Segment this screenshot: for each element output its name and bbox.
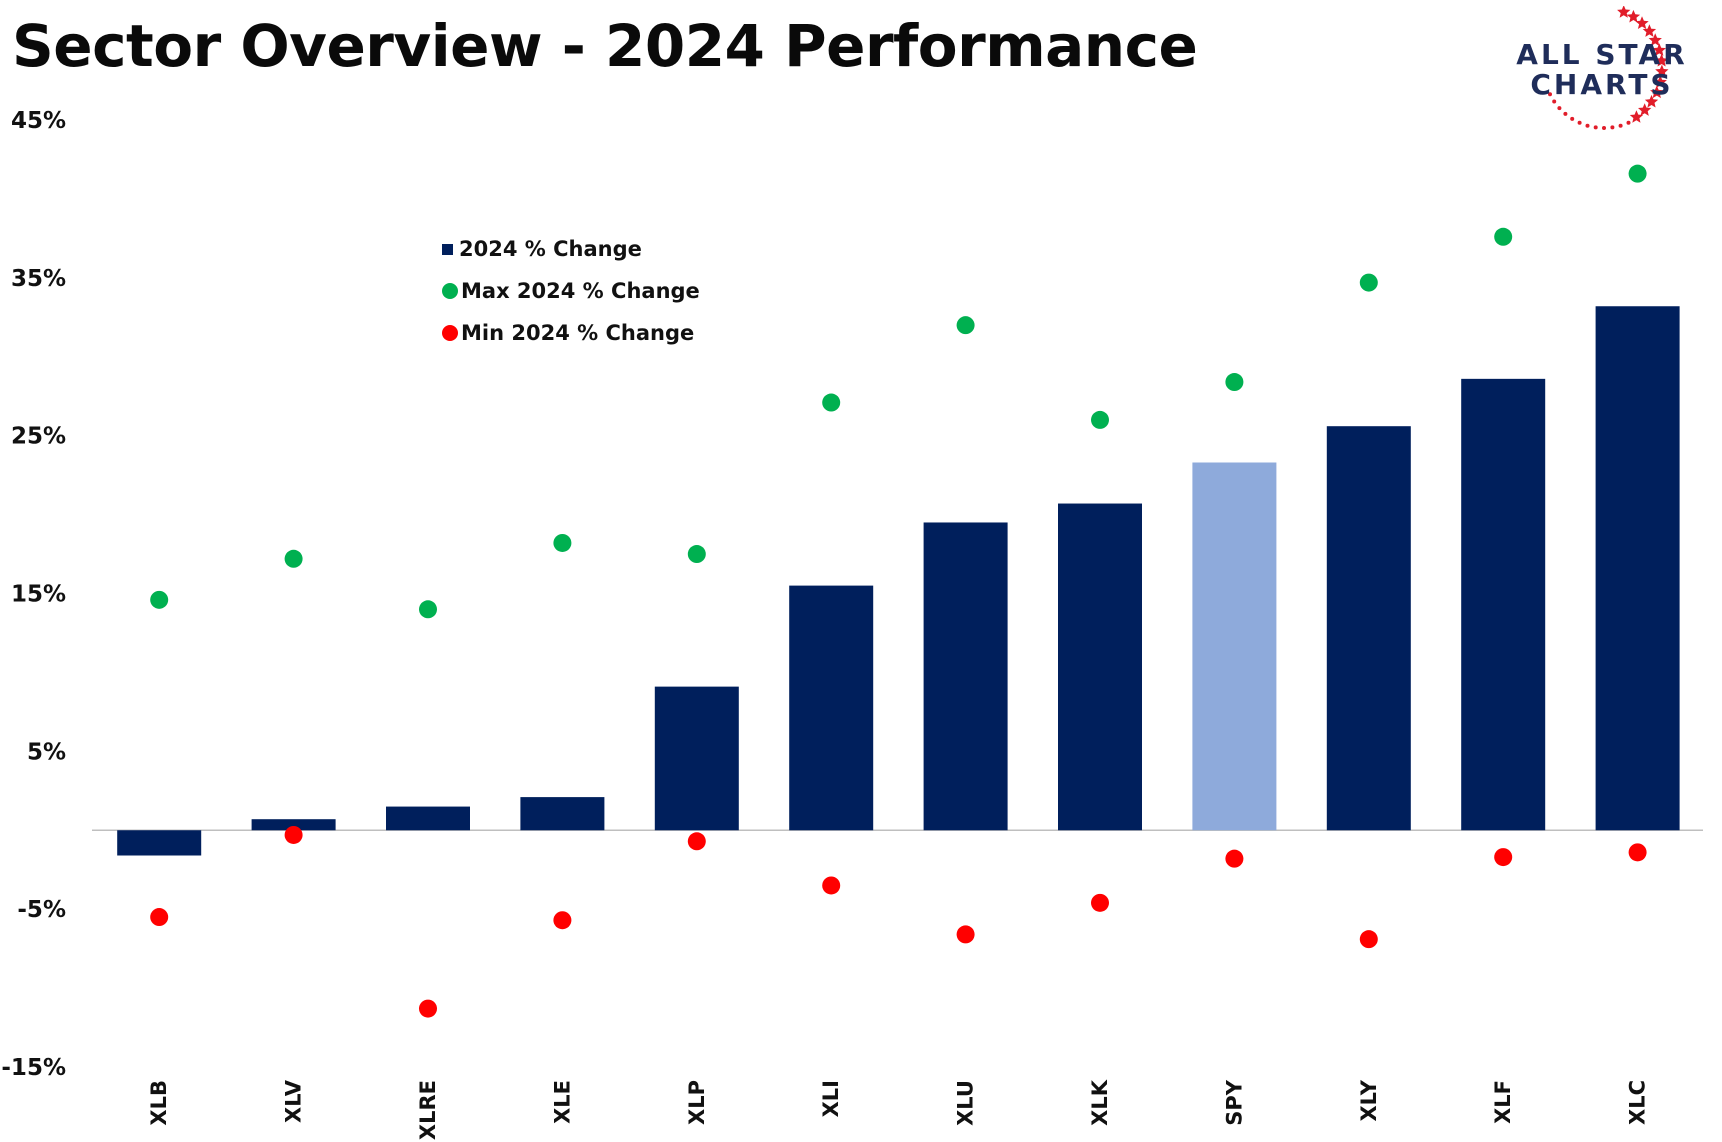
y-tick-label: -5%: [17, 897, 66, 923]
max-point-xlu: [956, 316, 975, 335]
legend-label: 2024 % Change: [459, 237, 642, 261]
min-point-xlre: [419, 999, 437, 1018]
x-tick-label: XLY: [1357, 1079, 1381, 1121]
min-point-xlf: [1494, 848, 1513, 867]
logo-star-icon: [1654, 53, 1669, 67]
logo-dot-icon: [1557, 106, 1562, 111]
legend-item-max: Max 2024 % Change: [442, 270, 700, 312]
min-point-xlk: [1091, 893, 1109, 912]
logo-star-icon: [1642, 24, 1657, 37]
logo-star-icon: [1648, 33, 1662, 46]
logo-dot-icon: [1618, 123, 1623, 128]
logo-dot-icon: [1593, 125, 1598, 130]
min-point-xly: [1359, 930, 1378, 949]
y-tick-label: 45%: [11, 108, 66, 134]
bar-xlb: [117, 830, 202, 856]
brand-logo: ALL STAR CHARTS: [1490, 5, 1722, 136]
x-tick-label: SPY: [1222, 1079, 1246, 1126]
logo-dot-icon: [1552, 99, 1557, 104]
min-point-spy: [1225, 849, 1244, 868]
logo-dot-icon: [1626, 120, 1631, 125]
legend-label: Min 2024 % Change: [461, 321, 695, 345]
chart-legend: 2024 % Change Max 2024 % Change Min 2024…: [442, 228, 700, 354]
max-point-spy: [1225, 373, 1244, 392]
logo-star-icon: [1655, 64, 1669, 78]
logo-dot-icon: [1563, 111, 1568, 116]
x-tick-label: XLI: [819, 1080, 843, 1117]
min-point-xlb: [150, 908, 169, 927]
bar-xlu: [923, 522, 1008, 831]
max-point-xlk: [1091, 410, 1109, 429]
x-tick-label: XLP: [685, 1080, 709, 1125]
logo-stars-icon: [1548, 5, 1669, 130]
max-point-xly: [1359, 273, 1378, 292]
logo-dot-icon: [1602, 126, 1606, 130]
logo-dot-icon: [1577, 120, 1582, 125]
bar-xlv: [251, 819, 336, 831]
logo-star-icon: [1638, 103, 1652, 116]
x-tick-label: XLK: [1088, 1079, 1112, 1126]
y-tick-label: 35%: [11, 266, 66, 292]
bar-xlc: [1595, 306, 1680, 831]
bar-xlre: [386, 806, 470, 831]
bar-xlf: [1461, 378, 1546, 831]
legend-item-change: 2024 % Change: [442, 228, 700, 270]
x-tick-label: XLRE: [416, 1080, 440, 1140]
max-point-xlc: [1628, 164, 1647, 183]
max-point-xlf: [1494, 227, 1513, 246]
logo-star-icon: [1635, 16, 1649, 29]
min-point-xlu: [956, 925, 975, 944]
bar-xlp: [654, 686, 739, 831]
min-point-xle: [553, 911, 572, 930]
y-tick-label: 5%: [27, 739, 66, 765]
x-tick-label: XLU: [954, 1080, 978, 1126]
legend-label: Max 2024 % Change: [461, 279, 700, 303]
bar-spy: [1192, 462, 1277, 831]
logo-dot-icon: [1585, 123, 1590, 128]
logo-star-icon: [1653, 75, 1667, 88]
min-point-xlp: [687, 832, 706, 851]
bar-xlk: [1058, 503, 1142, 831]
y-tick-label: 15%: [11, 582, 66, 608]
max-point-xlv: [284, 549, 303, 568]
bar-xle: [520, 797, 605, 831]
bar-xly: [1326, 426, 1411, 831]
min-point-xli: [822, 876, 841, 895]
legend-red-dot-icon: [442, 325, 458, 341]
bar-xli: [789, 585, 874, 831]
logo-dot-icon: [1548, 92, 1552, 97]
logo-dot-icon: [1610, 125, 1615, 130]
max-point-xlre: [419, 600, 437, 619]
logo-star-icon: [1626, 9, 1641, 23]
logo-line-2: CHARTS: [1530, 68, 1674, 101]
min-point-xlc: [1628, 843, 1647, 862]
logo-star-icon: [1644, 94, 1659, 108]
max-point-xlp: [687, 545, 706, 564]
logo-dot-icon: [1570, 116, 1575, 121]
legend-green-dot-icon: [442, 283, 458, 299]
x-tick-label: XLV: [282, 1079, 306, 1123]
legend-square-icon: [442, 243, 453, 255]
x-tick-label: XLC: [1626, 1080, 1650, 1125]
min-point-xlv: [284, 825, 303, 844]
legend-item-min: Min 2024 % Change: [442, 312, 700, 354]
max-point-xli: [822, 393, 841, 412]
y-tick-label: 25%: [11, 424, 66, 450]
logo-star-icon: [1629, 110, 1644, 123]
max-point-xle: [553, 533, 572, 552]
x-tick-label: XLE: [550, 1080, 574, 1124]
chart-title: Sector Overview - 2024 Performance: [12, 12, 1198, 80]
y-tick-label: -15%: [1, 1055, 66, 1081]
logo-line-1: ALL STAR: [1516, 38, 1688, 71]
max-point-xlb: [150, 590, 169, 609]
x-tick-label: XLF: [1491, 1080, 1515, 1124]
logo-star-icon: [1650, 85, 1664, 99]
logo-star-icon: [1617, 5, 1631, 18]
logo-star-icon: [1652, 43, 1666, 56]
x-tick-label: XLB: [147, 1080, 171, 1126]
